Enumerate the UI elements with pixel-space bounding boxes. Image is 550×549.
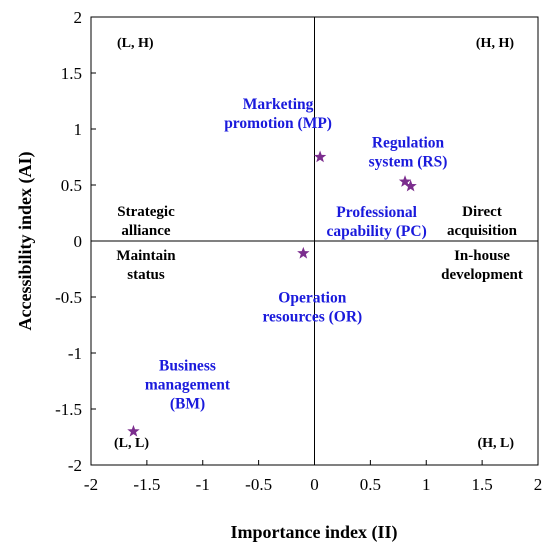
data-point-label: management — [145, 376, 231, 393]
y-axis-title: Accessibility index (AI) — [15, 152, 36, 331]
y-tick-label: 1.5 — [61, 64, 82, 83]
y-tick-label: 0.5 — [61, 176, 82, 195]
corner-label-top-left: (L, H) — [117, 36, 154, 51]
x-tick-label: 2 — [534, 475, 543, 494]
x-tick-label: 0 — [310, 475, 319, 494]
quadrant-label-in-house-development-line2: development — [441, 267, 523, 283]
corner-label-top-right: (H, H) — [476, 36, 514, 51]
data-point-star-icon — [313, 150, 327, 163]
data-point-label: Professional — [336, 204, 417, 221]
data-point-label: Business — [159, 357, 216, 374]
y-tick-label: -2 — [68, 456, 82, 475]
corner-label-bottom-left: (L, L) — [114, 436, 149, 451]
y-tick-label: -1.5 — [55, 400, 82, 419]
data-point-label: Marketing — [243, 96, 314, 113]
x-tick-label: -1 — [196, 475, 210, 494]
data-point-label: Operation — [278, 289, 346, 306]
data-point-label: promotion (MP) — [224, 115, 332, 132]
y-tick-label: 2 — [74, 8, 83, 27]
corner-label-bottom-right: (H, L) — [477, 436, 514, 451]
x-tick-label: 1 — [422, 475, 431, 494]
x-tick-label: 0.5 — [360, 475, 381, 494]
x-tick-label: -0.5 — [245, 475, 272, 494]
data-point-star-icon — [127, 424, 140, 437]
x-tick-label: 1.5 — [472, 475, 493, 494]
x-tick-label: -2 — [84, 475, 98, 494]
y-tick-label: 0 — [74, 232, 83, 251]
x-axis-title: Importance index (II) — [231, 522, 398, 543]
quadrant-label-strategic-alliance-line1: Strategic — [117, 204, 175, 220]
data-point-label: system (RS) — [369, 154, 448, 171]
data-point-star-icon — [404, 179, 417, 192]
quadrant-label-maintain-status-line2: status — [127, 267, 165, 283]
y-tick-label: -1 — [68, 344, 82, 363]
data-point-label: Regulation — [372, 135, 445, 152]
data-point-label: capability (PC) — [326, 223, 426, 240]
data-point-label: (BM) — [170, 395, 205, 412]
quadrant-label-strategic-alliance-line2: alliance — [121, 223, 171, 239]
y-tick-label: 1 — [74, 120, 83, 139]
y-tick-label: -0.5 — [55, 288, 82, 307]
quadrant-label-in-house-development-line1: In-house — [454, 248, 510, 264]
data-point-star-icon — [297, 246, 310, 259]
data-point-star-icon — [398, 175, 412, 187]
data-point-label: resources (OR) — [262, 308, 362, 325]
x-tick-label: -1.5 — [133, 475, 160, 494]
quadrant-label-direct-acquisition-line2: acquisition — [447, 223, 518, 239]
quadrant-label-direct-acquisition-line1: Direct — [462, 204, 502, 220]
quadrant-label-maintain-status-line1: Maintain — [116, 248, 176, 264]
